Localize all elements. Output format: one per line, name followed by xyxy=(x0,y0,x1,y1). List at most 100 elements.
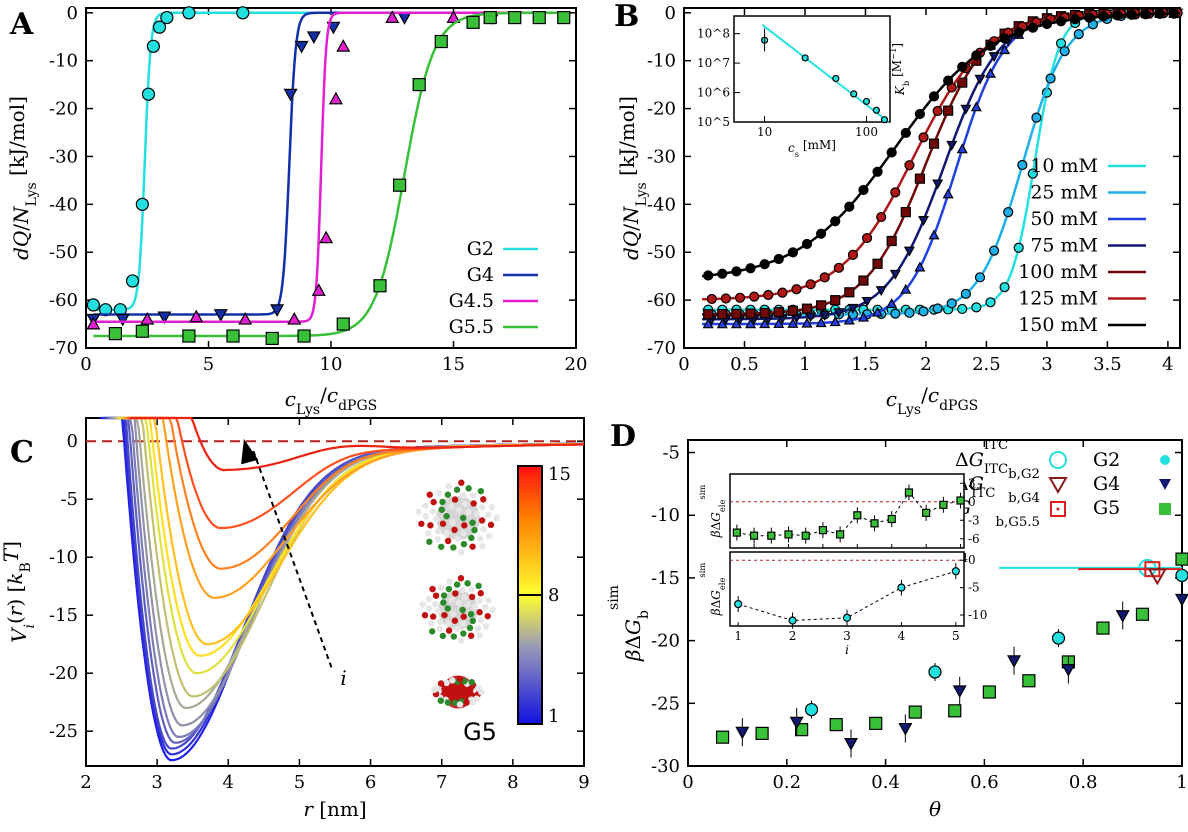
a-point-G4.5 xyxy=(319,230,334,244)
c-molecule-atom xyxy=(473,695,480,702)
c-molecule-atom xyxy=(477,590,484,597)
c-molecule-atom xyxy=(437,543,445,550)
c-molecule-atom xyxy=(473,510,481,518)
a-legend-label: G5.5 xyxy=(449,316,494,338)
b-point-50 mM xyxy=(716,318,728,329)
b-x-tick-label: 0 xyxy=(678,354,689,375)
b-point-75 mM xyxy=(889,269,901,280)
b-point-25 mM xyxy=(932,303,943,314)
b-point-100 mM xyxy=(717,309,728,320)
c-molecule-atom xyxy=(447,503,455,510)
d-inset1-point xyxy=(853,511,862,520)
b-point-100 mM xyxy=(914,173,926,184)
c-y-tick-label: -25 xyxy=(49,721,78,742)
a-point-G5.5 xyxy=(557,10,571,25)
panel-a: 0 5 10 15 20 0 -10 -20 -30 -40 -50 -60 -70 cLys/cdPGS… xyxy=(5,3,587,418)
b-point-125 mM xyxy=(706,293,717,305)
c-colorbar-label: 8 xyxy=(548,585,559,606)
d-inset2-line xyxy=(738,570,956,622)
d-legend-sim-label: G2 xyxy=(1093,449,1120,471)
b-point-125 mM xyxy=(749,291,760,302)
c-molecule-atom xyxy=(469,492,477,499)
c-molecule-atom xyxy=(444,537,452,545)
b-legend-label: 75 mM xyxy=(1030,235,1098,257)
a-y-tick-label: -30 xyxy=(49,146,78,167)
b-inset: 10 100 10^5 10^6 10^7 10^8 cs [mM] Kb [M−1] xyxy=(697,15,911,159)
a-x-tick-label: 10 xyxy=(320,354,343,375)
d-x-tick-label: 0.8 xyxy=(1069,772,1098,793)
d-point-G4 xyxy=(1115,610,1130,623)
b-point-50 mM xyxy=(773,318,785,329)
c-molecule-atom xyxy=(477,535,484,542)
panel-c: 2 3 4 5 6 7 8 9 0 -5 -10 -15 -20 -25 r [nm] Vi(r) [kBT]… xyxy=(0,416,590,821)
c-y-tick-label: -15 xyxy=(49,605,78,626)
a-point-G4.5 xyxy=(287,312,302,325)
c-molecule-atom xyxy=(436,625,443,633)
b-point-75 mM xyxy=(861,296,873,307)
b-y-tick-label: -60 xyxy=(647,290,676,311)
c-molecule-atom xyxy=(437,697,444,704)
b-inset-point xyxy=(832,74,840,83)
c-molecule-atom xyxy=(440,599,447,606)
a-point-G2 xyxy=(160,10,174,25)
c-potential-curve-15 xyxy=(130,416,585,472)
d-y-tick-label: -30 xyxy=(651,756,680,777)
b-point-150 mM xyxy=(1140,9,1151,20)
a-y-tick-label: -20 xyxy=(49,99,78,120)
b-point-50 mM xyxy=(759,318,771,329)
c-molecule-atom xyxy=(469,617,477,625)
c-x-axis-label: r [nm] xyxy=(303,797,366,821)
b-x-tick-label: 0.5 xyxy=(730,354,759,375)
c-molecule-atom xyxy=(464,580,471,587)
b-point-75 mM xyxy=(946,140,958,151)
c-molecule-atom xyxy=(432,600,439,608)
b-point-75 mM xyxy=(847,303,859,314)
c-molecule-atom xyxy=(460,613,467,620)
b-point-50 mM xyxy=(872,306,884,317)
b-point-100 mM xyxy=(844,287,855,298)
d-inset2-x-label: i xyxy=(845,643,849,657)
a-x-tick-label: 15 xyxy=(442,354,465,375)
d-inset2-point xyxy=(734,599,743,609)
d-inset2-x-tick-label: 1 xyxy=(734,629,742,643)
b-inset-x-label: cs [mM] xyxy=(788,138,836,159)
c-molecule-atom xyxy=(468,593,476,601)
a-point-G5.5 xyxy=(412,78,426,92)
c-molecule-atom xyxy=(443,529,450,537)
b-point-150 mM xyxy=(830,216,841,227)
b-point-150 mM xyxy=(759,259,770,270)
c-molecule-atom xyxy=(485,511,492,519)
a-legend-label: G2 xyxy=(467,238,494,260)
c-molecule-atom xyxy=(425,595,432,603)
c-molecule-atom xyxy=(477,487,485,495)
c-molecule-atom xyxy=(429,585,436,593)
b-inset-frame xyxy=(733,15,891,123)
b-point-125 mM xyxy=(720,293,732,304)
d-legend-sim-marker-G5 xyxy=(1159,503,1171,515)
a-point-G4 xyxy=(115,313,130,327)
b-x-tick-label: 3 xyxy=(1041,354,1052,375)
c-molecule-atom xyxy=(456,701,464,708)
b-point-50 mM xyxy=(942,188,954,199)
b-point-150 mM xyxy=(928,91,940,102)
a-x-tick-label: 0 xyxy=(80,354,91,375)
c-molecule-atom xyxy=(451,617,459,624)
b-inset-point xyxy=(872,106,880,114)
d-inset1-point xyxy=(870,519,879,528)
b-point-150 mM xyxy=(858,184,869,196)
b-inset-x-tick-label: 10 xyxy=(757,125,772,139)
b-point-75 mM xyxy=(932,179,944,190)
c-molecule-atom xyxy=(427,522,434,529)
c-molecule-atom xyxy=(446,578,453,585)
c-x-tick-label: 4 xyxy=(223,772,234,793)
b-point-100 mM xyxy=(957,77,968,88)
b-point-75 mM xyxy=(875,286,887,297)
c-molecule-atom xyxy=(476,597,483,604)
d-legend-sim-marker-G2 xyxy=(1160,455,1170,465)
c-molecule-atom xyxy=(415,508,422,516)
a-point-G4 xyxy=(294,40,309,54)
a-plot-frame xyxy=(85,7,577,349)
a-x-axis-label: cLys/cdPGS xyxy=(285,383,377,418)
c-potential-curve-14 xyxy=(128,416,584,530)
